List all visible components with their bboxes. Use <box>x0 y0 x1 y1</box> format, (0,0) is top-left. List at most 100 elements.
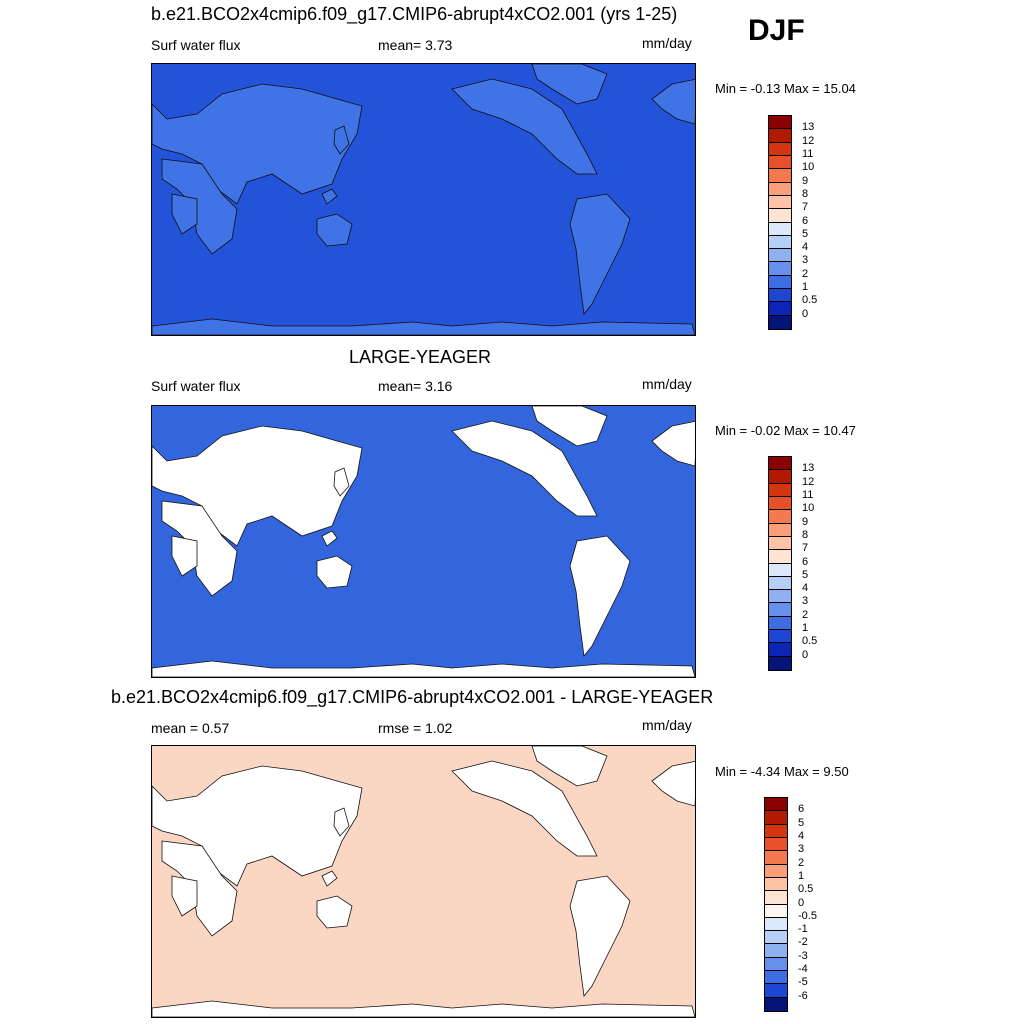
colorbar-tick-label: 12 <box>802 475 815 488</box>
colorbar-tick-label: 0.5 <box>798 883 814 896</box>
season-label: DJF <box>748 14 805 47</box>
panel3-map <box>151 745 696 1018</box>
colorbar-box <box>769 536 791 551</box>
continent-outline <box>152 1000 695 1017</box>
colorbar-box <box>769 169 791 183</box>
colorbar-box <box>765 824 787 838</box>
colorbar-box <box>769 235 791 250</box>
continent-outline <box>569 875 631 997</box>
colorbar-tick-label: 6 <box>798 803 805 816</box>
colorbar-box <box>765 984 787 998</box>
continent-outline <box>531 746 608 787</box>
continent-outline <box>333 125 350 155</box>
colorbar-box <box>769 483 791 497</box>
colorbar-box <box>765 944 787 958</box>
colorbar-box <box>769 315 791 329</box>
panel1-minmax-label: Min = -0.13 Max = 15.04 <box>715 81 856 96</box>
panel1-map <box>151 63 696 336</box>
continent-outline <box>321 870 338 887</box>
colorbar-tick-label: 7 <box>802 201 809 214</box>
colorbar-box <box>765 971 787 985</box>
colorbar-tick-label: -2 <box>798 936 808 949</box>
continent-outline <box>316 555 353 589</box>
colorbar-box <box>765 811 787 825</box>
colorbar-tick-label: 0 <box>802 648 809 661</box>
continent-outline <box>321 188 338 205</box>
colorbar-box <box>769 249 791 263</box>
colorbar-tick-label: 4 <box>802 241 809 254</box>
colorbar-tick-label: -5 <box>798 976 808 989</box>
colorbar-tick-label: 2 <box>802 267 809 280</box>
colorbar-tick-label: 7 <box>802 542 809 555</box>
colorbar-box <box>769 195 791 210</box>
continent-outline <box>152 660 695 677</box>
colorbar-box <box>765 917 787 932</box>
colorbar-box <box>769 630 791 644</box>
colorbar-tick-label: 10 <box>802 502 815 515</box>
panel3-colorbar <box>764 797 788 1012</box>
colorbar-tick-label: 13 <box>802 121 815 134</box>
continent-outline <box>152 765 363 887</box>
colorbar-box <box>769 523 791 537</box>
colorbar-box <box>769 275 791 290</box>
colorbar-tick-label: 10 <box>802 161 815 174</box>
continent-outline <box>152 318 695 335</box>
colorbar-tick-label: 4 <box>798 829 805 842</box>
colorbar-box <box>769 209 791 223</box>
panel1-mean-label: mean= 3.73 <box>378 37 453 53</box>
panel2-variable-label: Surf water flux <box>151 378 241 394</box>
colorbar-box <box>769 563 791 577</box>
colorbar-box <box>769 550 791 564</box>
colorbar-box <box>765 997 787 1011</box>
colorbar-tick-label: 2 <box>798 856 805 869</box>
panel3-mean-label: mean = 0.57 <box>151 720 230 736</box>
colorbar-tick-label: 13 <box>802 462 815 475</box>
continent-outline <box>152 83 363 205</box>
colorbar-box <box>769 155 791 170</box>
continent-outline <box>651 420 695 467</box>
colorbar-tick-label: -3 <box>798 949 808 962</box>
continent-outline <box>531 406 608 447</box>
panel2-map <box>151 405 696 678</box>
continent-outline <box>451 420 598 517</box>
colorbar-box <box>765 851 787 865</box>
continent-outline <box>171 535 198 577</box>
continent-outline <box>161 840 238 937</box>
colorbar-box <box>769 590 791 604</box>
continent-outline <box>316 895 353 929</box>
continent-outline <box>171 193 198 235</box>
continent-outline <box>161 500 238 597</box>
colorbar-tick-label: 4 <box>802 582 809 595</box>
colorbar-box <box>769 496 791 511</box>
panel3-title: b.e21.BCO2x4cmip6.f09_g17.CMIP6-abrupt4x… <box>111 687 714 707</box>
colorbar-box <box>769 510 791 524</box>
panel2-colorbar <box>768 456 792 671</box>
continent-outline <box>321 530 338 547</box>
colorbar-box <box>769 616 791 631</box>
continent-outline <box>161 158 238 255</box>
colorbar-box <box>765 837 787 852</box>
colorbar-box <box>769 142 791 156</box>
continent-outline <box>569 193 631 315</box>
colorbar-box <box>765 957 787 972</box>
colorbar-box <box>769 129 791 143</box>
colorbar-tick-label: 0 <box>802 307 809 320</box>
continent-outline <box>333 807 350 837</box>
colorbar-box <box>769 603 791 617</box>
continent-outline <box>651 78 695 125</box>
panel3-rmse-label: rmse = 1.02 <box>378 720 453 736</box>
continent-outline <box>531 64 608 105</box>
continent-outline <box>171 875 198 917</box>
colorbar-tick-label: 5 <box>802 568 809 581</box>
colorbar-tick-label: -0.5 <box>798 909 817 922</box>
continent-outline <box>569 535 631 657</box>
panel2-units-label: mm/day <box>642 376 692 392</box>
colorbar-tick-label: -6 <box>798 989 808 1002</box>
colorbar-tick-label: 0 <box>798 896 805 909</box>
colorbar-box <box>765 904 787 918</box>
continent-outline <box>316 213 353 247</box>
colorbar-tick-label: 3 <box>798 843 805 856</box>
colorbar-tick-label: 8 <box>802 528 809 541</box>
colorbar-tick-label: 3 <box>802 254 809 267</box>
colorbar-box <box>769 470 791 484</box>
